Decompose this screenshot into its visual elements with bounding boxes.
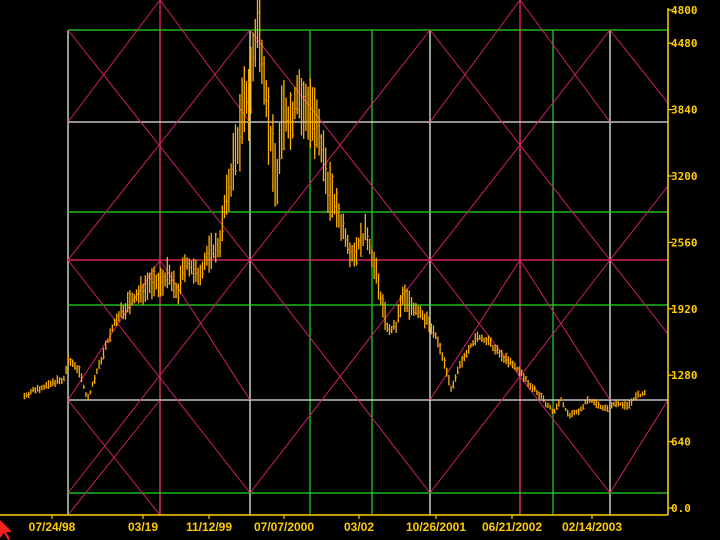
y-tick-label: 1920 bbox=[671, 303, 698, 316]
x-tick-label: 11/12/99 bbox=[186, 520, 232, 534]
gann-angle-line bbox=[159, 0, 251, 123]
gann-angle-line bbox=[67, 399, 161, 516]
x-tick-label: 07/07/2000 bbox=[254, 520, 314, 534]
gann-angle-line bbox=[429, 259, 521, 401]
gann-angle-line bbox=[609, 259, 669, 335]
y-tick-label: 4480 bbox=[671, 37, 698, 50]
x-tick-label: 02/14/2003 bbox=[562, 520, 622, 534]
gann-angle-line bbox=[67, 0, 161, 123]
x-tick-label: 06/21/2002 bbox=[482, 520, 542, 534]
x-tick-label: 03/19 bbox=[128, 520, 158, 534]
price-bars bbox=[23, 0, 647, 419]
y-tick-label: 0.0 bbox=[671, 502, 691, 515]
gann-angle-line bbox=[67, 259, 251, 494]
gann-angle-line bbox=[249, 29, 431, 261]
gann-angle-line bbox=[429, 29, 611, 261]
gann-angle-line bbox=[519, 259, 611, 401]
cursor-arrow-icon bbox=[0, 520, 12, 540]
y-tick-labels: 0.0 640 1280 1920 2560 3200 3840 4480 4800 bbox=[668, 4, 698, 515]
gann-angle-line bbox=[609, 29, 669, 104]
y-tick-label: 3200 bbox=[671, 170, 698, 183]
gann-angle-line bbox=[429, 0, 521, 123]
gann-angle-line bbox=[67, 29, 251, 261]
x-tick-labels: 07/24/98 03/19 11/12/99 07/07/2000 03/02 10/2… bbox=[29, 515, 622, 534]
gann-angle-line bbox=[609, 185, 669, 261]
y-tick-label: 4800 bbox=[671, 4, 698, 17]
gann-angle-line bbox=[519, 0, 611, 123]
axes bbox=[0, 8, 669, 516]
y-tick-label: 640 bbox=[671, 436, 691, 449]
x-tick-label: 03/02 bbox=[344, 520, 374, 534]
x-tick-label: 10/26/2001 bbox=[406, 520, 466, 534]
y-tick-label: 1280 bbox=[671, 369, 698, 382]
y-tick-label: 3840 bbox=[671, 104, 698, 117]
gann-angle-line bbox=[159, 259, 251, 401]
y-tick-label: 2560 bbox=[671, 236, 698, 249]
x-tick-label: 07/24/98 bbox=[29, 520, 76, 534]
gann-angle-line bbox=[429, 259, 611, 494]
gann-angle-line bbox=[609, 399, 669, 494]
